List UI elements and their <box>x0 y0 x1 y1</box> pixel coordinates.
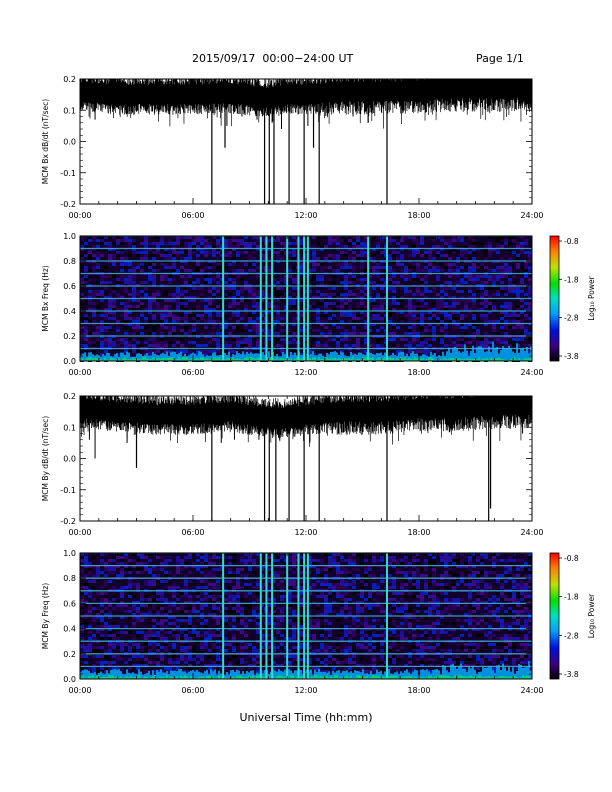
x-tick-label: 00:00 <box>68 528 91 537</box>
y-tick-label: 0.2 <box>63 650 76 659</box>
y-tick-label: 0.1 <box>63 106 76 115</box>
y-axis-label: MCM Bx Freq (Hz) <box>41 265 50 331</box>
y-tick-label: 0.0 <box>63 455 76 464</box>
x-tick-label: 18:00 <box>407 368 430 377</box>
x-tick-label: 06:00 <box>181 211 204 220</box>
colorbar-tick-label: -1.8 <box>564 275 579 284</box>
signal-trace <box>79 396 533 447</box>
chart-panel-mcm-bx-dbdt: 00:00 06:00 12:00 18:00 24:00 0.2 0.1 0.0 -0.1 -0… <box>41 75 544 220</box>
y-axis-label: MCM Bx dB/dt (nT/sec) <box>41 99 50 184</box>
colorbar-label: Log₁₀ Power <box>587 593 596 638</box>
x-tick-label: 12:00 <box>294 211 317 220</box>
x-tick-label: 12:00 <box>294 528 317 537</box>
x-tick-label: 18:00 <box>407 528 430 537</box>
y-tick-label: 0.2 <box>63 332 76 341</box>
x-tick-label: 12:00 <box>294 368 317 377</box>
chart-panel-mcm-by-dbdt: 00:00 06:00 12:00 18:00 24:00 0.2 0.1 0.0 -0.1 -0… <box>41 392 544 537</box>
x-tick-label: 24:00 <box>520 686 543 695</box>
chart-panel-mcm-bx-freq: 00:00 06:00 12:00 18:00 24:00 1.0 0.8 0.6 0.4 0.2… <box>41 232 596 377</box>
y-tick-label: 0.1 <box>63 423 76 432</box>
x-tick-label: 12:00 <box>294 686 317 695</box>
x-axis-title: Universal Time (hh:mm) <box>239 711 373 724</box>
chart-panel-mcm-by-freq: 00:00 06:00 12:00 18:00 24:00 1.0 0.8 0.6 0.4 0.2… <box>41 549 596 695</box>
colorbar-tick-label: -3.8 <box>564 670 579 679</box>
y-tick-label: 0.6 <box>63 599 76 608</box>
colorbar-tick-label: -3.8 <box>564 352 579 361</box>
x-tick-label: 06:00 <box>181 368 204 377</box>
x-tick-label: 00:00 <box>68 368 91 377</box>
x-tick-label: 24:00 <box>520 368 543 377</box>
colorbar-tick-label: -2.8 <box>564 631 579 640</box>
y-axis-label: MCM By Freq (Hz) <box>41 583 50 649</box>
y-tick-label: 0.2 <box>63 392 76 401</box>
signal-trace <box>79 79 533 129</box>
y-tick-label: 1.0 <box>63 232 76 241</box>
colorbar <box>549 235 560 362</box>
x-tick-label: 18:00 <box>407 211 430 220</box>
y-axis-label: MCM By dB/dt (nT/sec) <box>41 416 50 501</box>
y-tick-label: 0.2 <box>63 75 76 84</box>
x-tick-label: 24:00 <box>520 211 543 220</box>
y-tick-label: 0.8 <box>63 257 76 266</box>
x-tick-label: 00:00 <box>68 686 91 695</box>
y-tick-label: -0.1 <box>60 169 76 178</box>
plot-title: 2015/09/17 00:00−24:00 UT <box>192 52 354 65</box>
y-tick-label: -0.1 <box>60 486 76 495</box>
colorbar-tick-label: -0.8 <box>564 554 579 563</box>
y-tick-label: 1.0 <box>63 549 76 558</box>
y-tick-label: 0.8 <box>63 574 76 583</box>
spectrogram-noise <box>80 236 532 362</box>
x-tick-label: 06:00 <box>181 528 204 537</box>
colorbar-tick-label: -1.8 <box>564 593 579 602</box>
y-tick-label: 0.4 <box>63 307 76 316</box>
y-tick-label: 0.0 <box>63 357 76 366</box>
y-tick-label: 0.4 <box>63 625 76 634</box>
y-tick-label: 0.0 <box>63 675 76 684</box>
y-tick-label: -0.2 <box>60 517 76 526</box>
x-tick-label: 00:00 <box>68 211 91 220</box>
colorbar-tick-label: -0.8 <box>564 237 579 246</box>
colorbar-label: Log₁₀ Power <box>587 275 596 320</box>
page-indicator: Page 1/1 <box>476 52 524 65</box>
colorbar-tick-label: -2.8 <box>564 314 579 323</box>
x-tick-label: 18:00 <box>407 686 430 695</box>
x-tick-label: 06:00 <box>181 686 204 695</box>
x-tick-label: 24:00 <box>520 528 543 537</box>
colorbar <box>549 552 560 680</box>
y-tick-label: 0.6 <box>63 282 76 291</box>
y-tick-label: -0.2 <box>60 200 76 209</box>
spectrogram-noise <box>80 236 532 362</box>
spectrogram-noise <box>80 553 532 679</box>
y-tick-label: 0.0 <box>63 138 76 147</box>
